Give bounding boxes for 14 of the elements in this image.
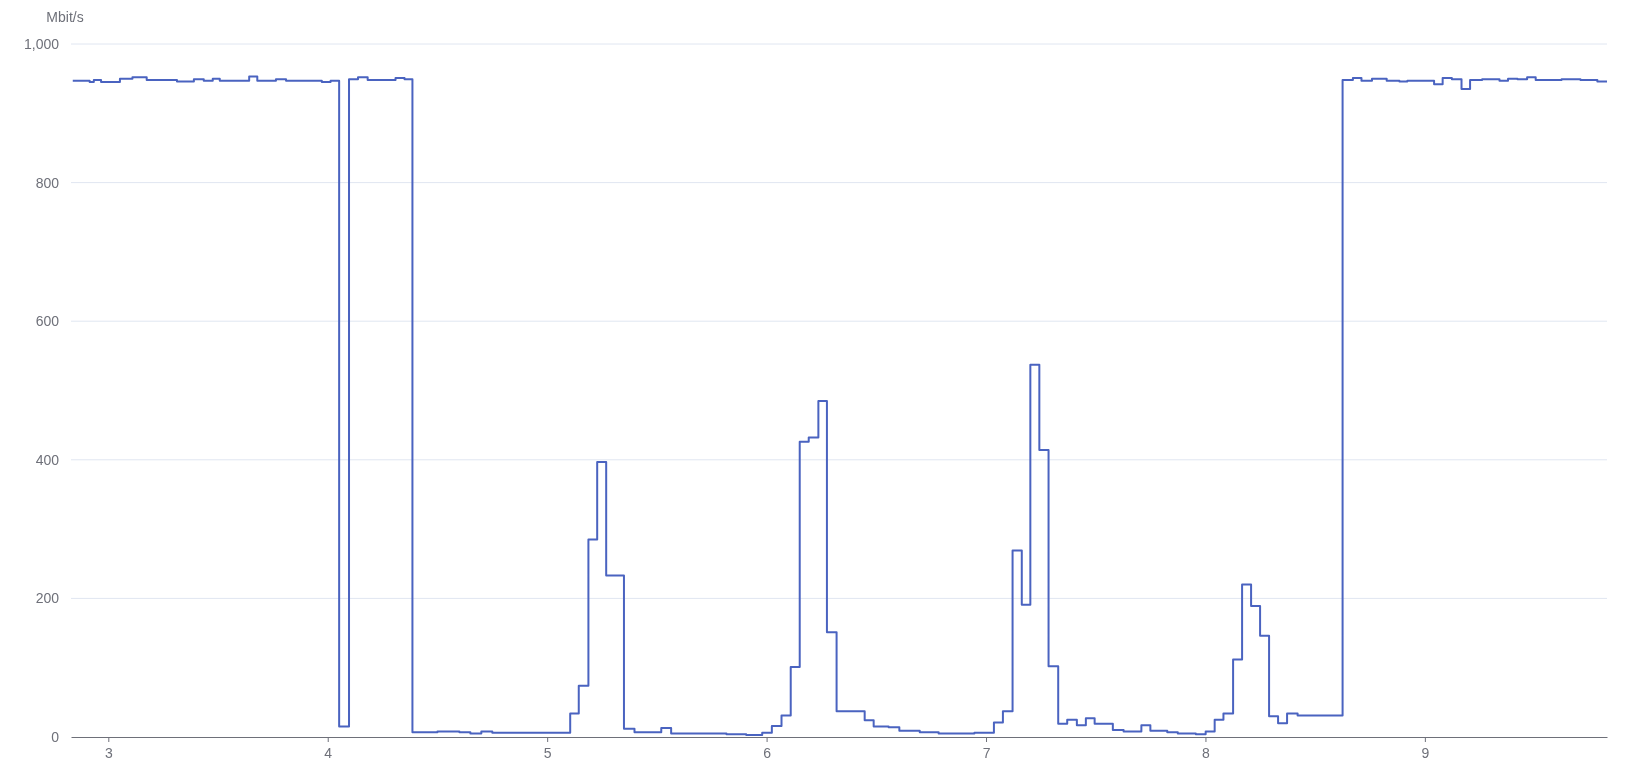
y-tick-label: 600	[35, 313, 60, 330]
y-tick-label: 800	[35, 174, 60, 191]
x-tick-label: 4	[324, 744, 333, 761]
x-tick-label: 8	[1202, 744, 1211, 761]
x-tick-label: 3	[104, 744, 113, 761]
x-tick-label: 9	[1421, 744, 1430, 761]
x-tick-label: 5	[543, 744, 552, 761]
y-tick-label: 0	[51, 728, 60, 745]
y-tick-label: 400	[35, 451, 60, 468]
y-axis-title: Mbit/s	[46, 9, 84, 25]
y-tick-label: 200	[35, 590, 60, 607]
x-tick-label: 7	[982, 744, 991, 761]
x-tick-label: 6	[763, 744, 772, 761]
y-tick-label: 1,000	[23, 35, 60, 52]
